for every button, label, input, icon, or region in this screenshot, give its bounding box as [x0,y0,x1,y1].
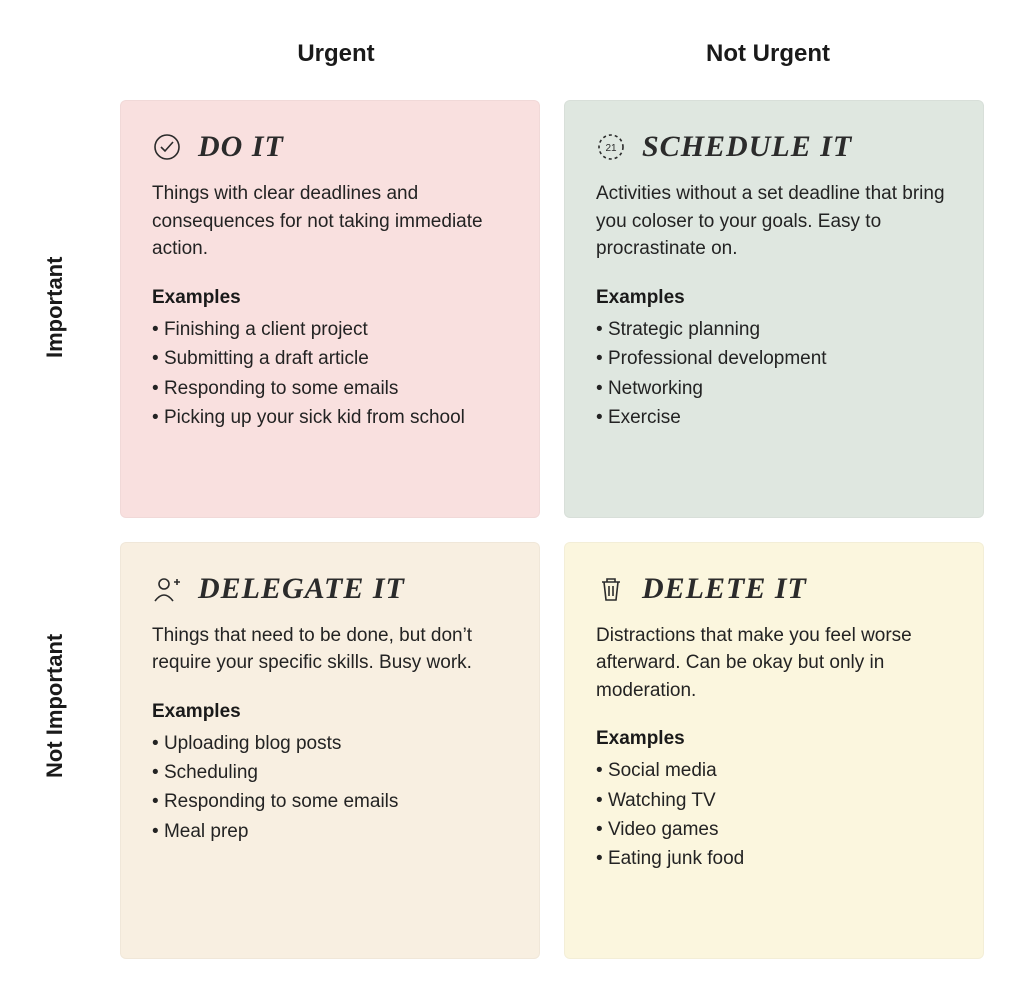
col-header-urgent: Urgent [120,40,552,68]
quadrant-grid: DO IT Things with clear deadlines and co… [120,100,984,959]
check-circle-icon [152,132,182,162]
quadrant-title: SCHEDULE IT [642,130,852,164]
examples-heading: Examples [152,287,508,309]
svg-text:21: 21 [605,143,617,154]
list-item: Eating junk food [596,844,952,873]
quadrant-description: Distractions that make you feel worse af… [596,622,952,705]
list-item: Professional development [596,344,952,373]
examples-heading: Examples [596,287,952,309]
examples-heading: Examples [152,701,508,723]
quadrant-header: 21 SCHEDULE IT [596,130,952,164]
quadrant-header: DO IT [152,130,508,164]
quadrant-header: DELETE IT [596,572,952,606]
quadrant-title: DELETE IT [642,572,807,606]
list-item: Responding to some emails [152,787,508,816]
list-item: Picking up your sick kid from school [152,403,508,432]
column-headers: Urgent Not Urgent [120,40,984,68]
person-plus-icon [152,574,182,604]
quadrant-delete-it: DELETE IT Distractions that make you fee… [564,542,984,960]
examples-heading: Examples [596,728,952,750]
list-item: Responding to some emails [152,374,508,403]
trash-icon [596,574,626,604]
quadrant-do-it: DO IT Things with clear deadlines and co… [120,100,540,518]
list-item: Exercise [596,403,952,432]
quadrant-description: Activities without a set deadline that b… [596,180,952,263]
calendar-icon: 21 [596,132,626,162]
examples-list: Finishing a client project Submitting a … [152,315,508,433]
list-item: Submitting a draft article [152,344,508,373]
list-item: Social media [596,756,952,785]
list-item: Meal prep [152,817,508,846]
quadrant-description: Things with clear deadlines and conseque… [152,180,508,263]
col-header-not-urgent: Not Urgent [552,40,984,68]
list-item: Video games [596,815,952,844]
list-item: Finishing a client project [152,315,508,344]
quadrant-delegate-it: DELEGATE IT Things that need to be done,… [120,542,540,960]
quadrant-description: Things that need to be done, but don’t r… [152,622,508,677]
quadrant-title: DO IT [198,130,284,164]
examples-list: Social media Watching TV Video games Eat… [596,756,952,874]
examples-list: Strategic planning Professional developm… [596,315,952,433]
row-header-important: Important [42,268,68,358]
list-item: Uploading blog posts [152,729,508,758]
list-item: Watching TV [596,786,952,815]
examples-list: Uploading blog posts Scheduling Respondi… [152,729,508,847]
eisenhower-matrix: Urgent Not Urgent Important Not Importan… [0,0,1024,999]
quadrant-title: DELEGATE IT [198,572,405,606]
list-item: Strategic planning [596,315,952,344]
list-item: Scheduling [152,758,508,787]
quadrant-header: DELEGATE IT [152,572,508,606]
row-header-not-important: Not Important [42,688,68,778]
list-item: Networking [596,374,952,403]
quadrant-schedule-it: 21 SCHEDULE IT Activities without a set … [564,100,984,518]
